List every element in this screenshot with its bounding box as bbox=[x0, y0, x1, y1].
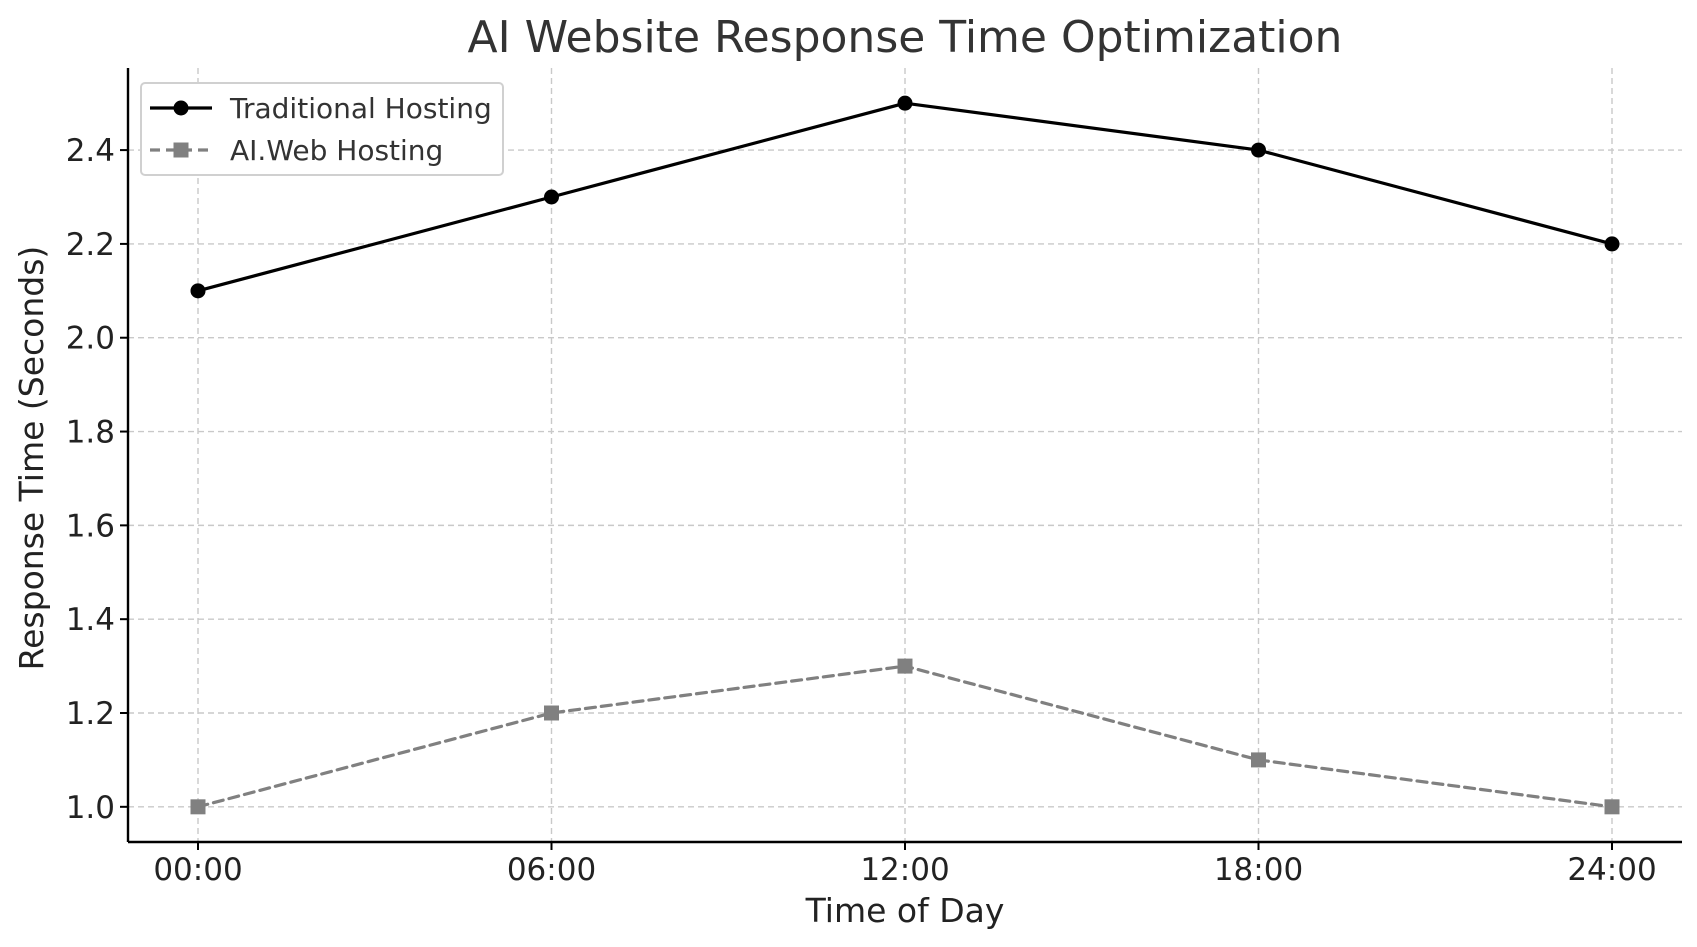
y-ticks: 1.0 1.2 1.4 1.6 1.8 2.0 2.2 2.4 bbox=[66, 133, 128, 826]
y-axis-label: Response Time (Seconds) bbox=[12, 246, 51, 671]
x-tick-label: 24:00 bbox=[1567, 852, 1656, 888]
traditional-hosting-data-point bbox=[190, 283, 206, 299]
ai-web-hosting-data-point bbox=[544, 705, 559, 721]
y-tick-label: 2.0 bbox=[66, 321, 115, 357]
traditional-hosting-data-point bbox=[1604, 236, 1620, 252]
y-tick-label: 2.2 bbox=[66, 227, 115, 263]
x-tick-label: 12:00 bbox=[860, 852, 949, 888]
legend-ai-web-label: AI.Web Hosting bbox=[230, 134, 443, 167]
y-tick-label: 1.2 bbox=[66, 696, 115, 732]
ai-web-hosting-data-point bbox=[1604, 799, 1620, 815]
y-tick-label: 1.0 bbox=[66, 790, 115, 826]
traditional-hosting-data-point bbox=[1251, 142, 1266, 158]
legend-traditional-label: Traditional Hosting bbox=[229, 92, 492, 125]
series-layer bbox=[190, 95, 1620, 815]
y-tick-label: 1.4 bbox=[66, 602, 115, 638]
legend: Traditional Hosting AI.Web Hosting bbox=[140, 82, 504, 176]
x-tick-label: 00:00 bbox=[153, 852, 242, 888]
legend-ai-web-marker bbox=[173, 142, 189, 158]
ai-web-hosting-data-point bbox=[1251, 752, 1266, 768]
ai-web-hosting-data-point bbox=[897, 658, 913, 674]
x-tick-label: 06:00 bbox=[507, 852, 596, 888]
x-ticks: 00:00 06:00 12:00 18:00 24:00 bbox=[153, 842, 1657, 888]
legend-traditional-marker bbox=[173, 100, 189, 116]
traditional-hosting-data-point bbox=[544, 189, 559, 205]
y-tick-label: 1.8 bbox=[66, 415, 115, 451]
y-tick-label: 2.4 bbox=[66, 133, 115, 169]
x-axis-label: Time of Day bbox=[805, 891, 1005, 930]
grid-layer bbox=[128, 68, 1682, 842]
ai-web-hosting-data-point bbox=[190, 799, 206, 815]
y-tick-label: 1.6 bbox=[66, 508, 115, 544]
x-tick-label: 18:00 bbox=[1214, 852, 1303, 888]
traditional-hosting-data-point bbox=[897, 95, 913, 111]
legend-box bbox=[140, 82, 504, 176]
chart-title: AI Website Response Time Optimization bbox=[468, 12, 1343, 63]
